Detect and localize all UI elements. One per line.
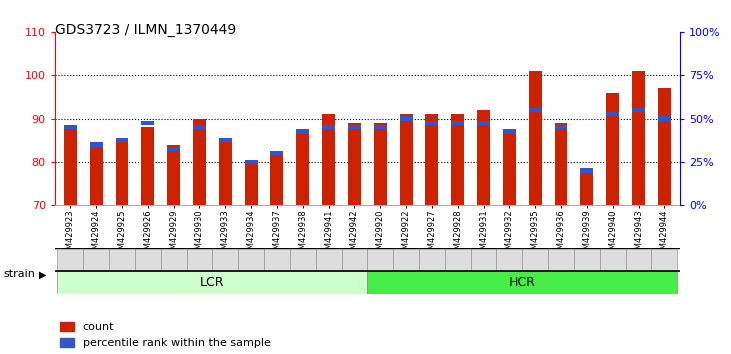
Bar [322, 114, 335, 205]
Bar [193, 125, 206, 130]
Legend: count, percentile rank within the sample: count, percentile rank within the sample [61, 322, 270, 348]
Bar [580, 169, 594, 173]
Text: GDS3723 / ILMN_1370449: GDS3723 / ILMN_1370449 [55, 23, 236, 37]
Bar [115, 138, 129, 142]
Bar [270, 151, 284, 155]
Bar [574, 248, 599, 271]
Bar [477, 110, 490, 205]
Bar [393, 248, 419, 271]
Bar [367, 248, 393, 271]
Bar [186, 248, 213, 271]
Bar [503, 132, 516, 205]
Bar [522, 248, 548, 271]
Bar [444, 248, 471, 271]
Bar [555, 123, 567, 205]
Text: strain: strain [4, 269, 36, 279]
Bar [83, 248, 109, 271]
Bar [548, 248, 574, 271]
Bar [161, 248, 186, 271]
Bar [451, 121, 464, 125]
Bar [219, 140, 232, 205]
Bar [58, 248, 83, 271]
Bar [213, 248, 238, 271]
Bar [529, 108, 542, 112]
Bar [167, 147, 180, 151]
Bar [348, 125, 361, 130]
Bar [238, 248, 264, 271]
Bar [555, 125, 567, 130]
Bar [322, 125, 335, 130]
Bar [374, 125, 387, 130]
Bar [296, 132, 309, 205]
Bar [296, 130, 309, 134]
Bar [651, 248, 677, 271]
Bar [90, 144, 102, 205]
Bar [471, 248, 496, 271]
Bar [316, 248, 341, 271]
Bar [599, 248, 626, 271]
Bar [425, 114, 439, 205]
Bar [219, 138, 232, 142]
Text: LCR: LCR [200, 276, 224, 289]
Bar [64, 127, 77, 205]
Bar [141, 127, 154, 205]
Bar [270, 153, 284, 205]
Bar [374, 123, 387, 205]
Bar [290, 248, 316, 271]
Bar [90, 142, 102, 147]
Bar [580, 171, 594, 205]
Bar [245, 160, 257, 164]
Bar [400, 114, 412, 205]
Bar [632, 71, 645, 205]
Bar [245, 162, 257, 205]
Bar [348, 123, 361, 205]
Bar [529, 71, 542, 205]
Bar [58, 271, 367, 294]
Bar [632, 108, 645, 112]
Bar [425, 121, 439, 125]
Text: ▶: ▶ [39, 269, 46, 279]
Bar [658, 116, 671, 121]
Bar [109, 248, 135, 271]
Bar [451, 114, 464, 205]
Bar [135, 248, 161, 271]
Bar [496, 248, 522, 271]
Bar [193, 119, 206, 205]
Bar [341, 248, 367, 271]
Bar [115, 140, 129, 205]
Bar [167, 144, 180, 205]
Bar [400, 116, 412, 121]
Bar [141, 121, 154, 125]
Bar [264, 248, 290, 271]
Bar [64, 125, 77, 130]
Bar [606, 92, 619, 205]
Text: HCR: HCR [509, 276, 536, 289]
Bar [658, 88, 671, 205]
Bar [477, 121, 490, 125]
Bar [626, 248, 651, 271]
Bar [503, 130, 516, 134]
Bar [367, 271, 677, 294]
Bar [606, 112, 619, 116]
Bar [419, 248, 444, 271]
